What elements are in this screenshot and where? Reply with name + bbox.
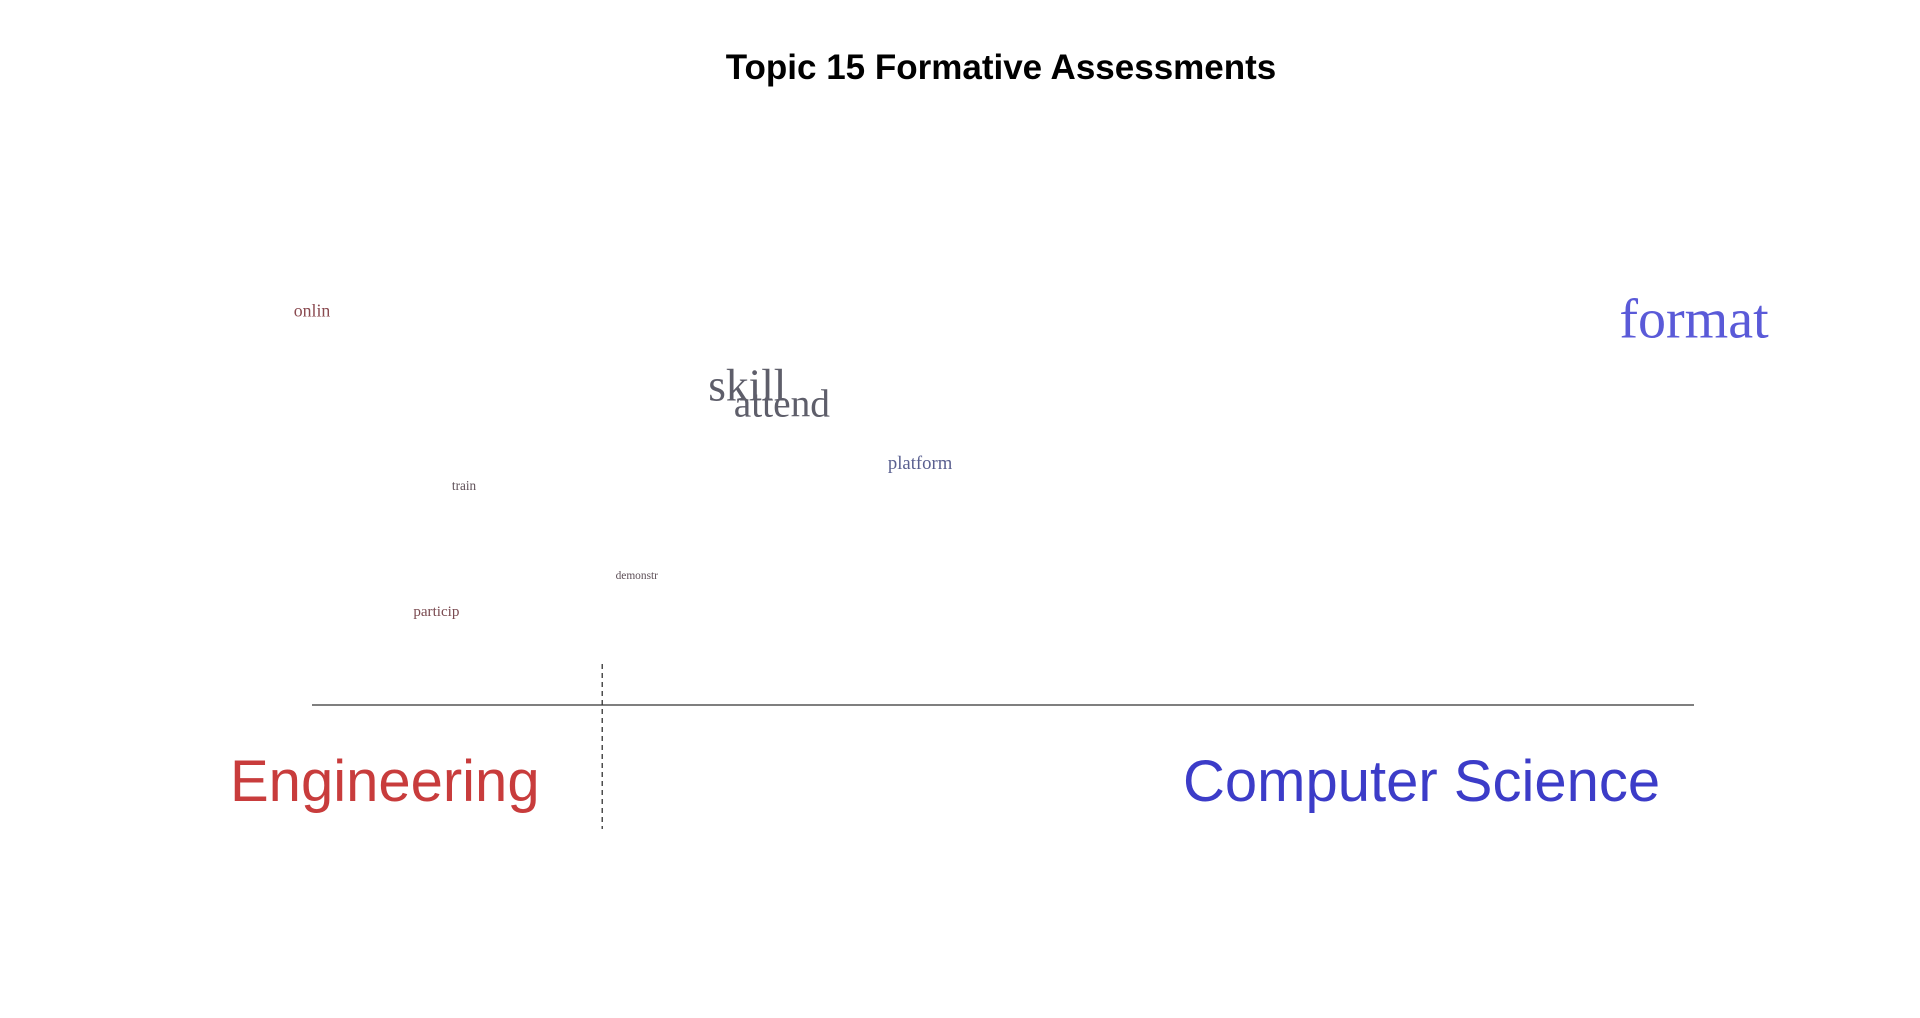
word-platform: platform — [888, 453, 953, 474]
axis-label-left: Engineering — [230, 749, 540, 814]
word-train: train — [452, 478, 477, 493]
word-skill: skill — [708, 361, 786, 411]
word-particip: particip — [413, 604, 459, 620]
axis-label-right: Computer Science — [1183, 749, 1660, 814]
chart-title: Topic 15 Formative Assessments — [725, 48, 1277, 87]
word-onlin: onlin — [294, 301, 331, 321]
word-format: format — [1619, 289, 1769, 351]
word-demonstr: demonstr — [616, 570, 659, 582]
word-attend: attend — [734, 381, 831, 425]
